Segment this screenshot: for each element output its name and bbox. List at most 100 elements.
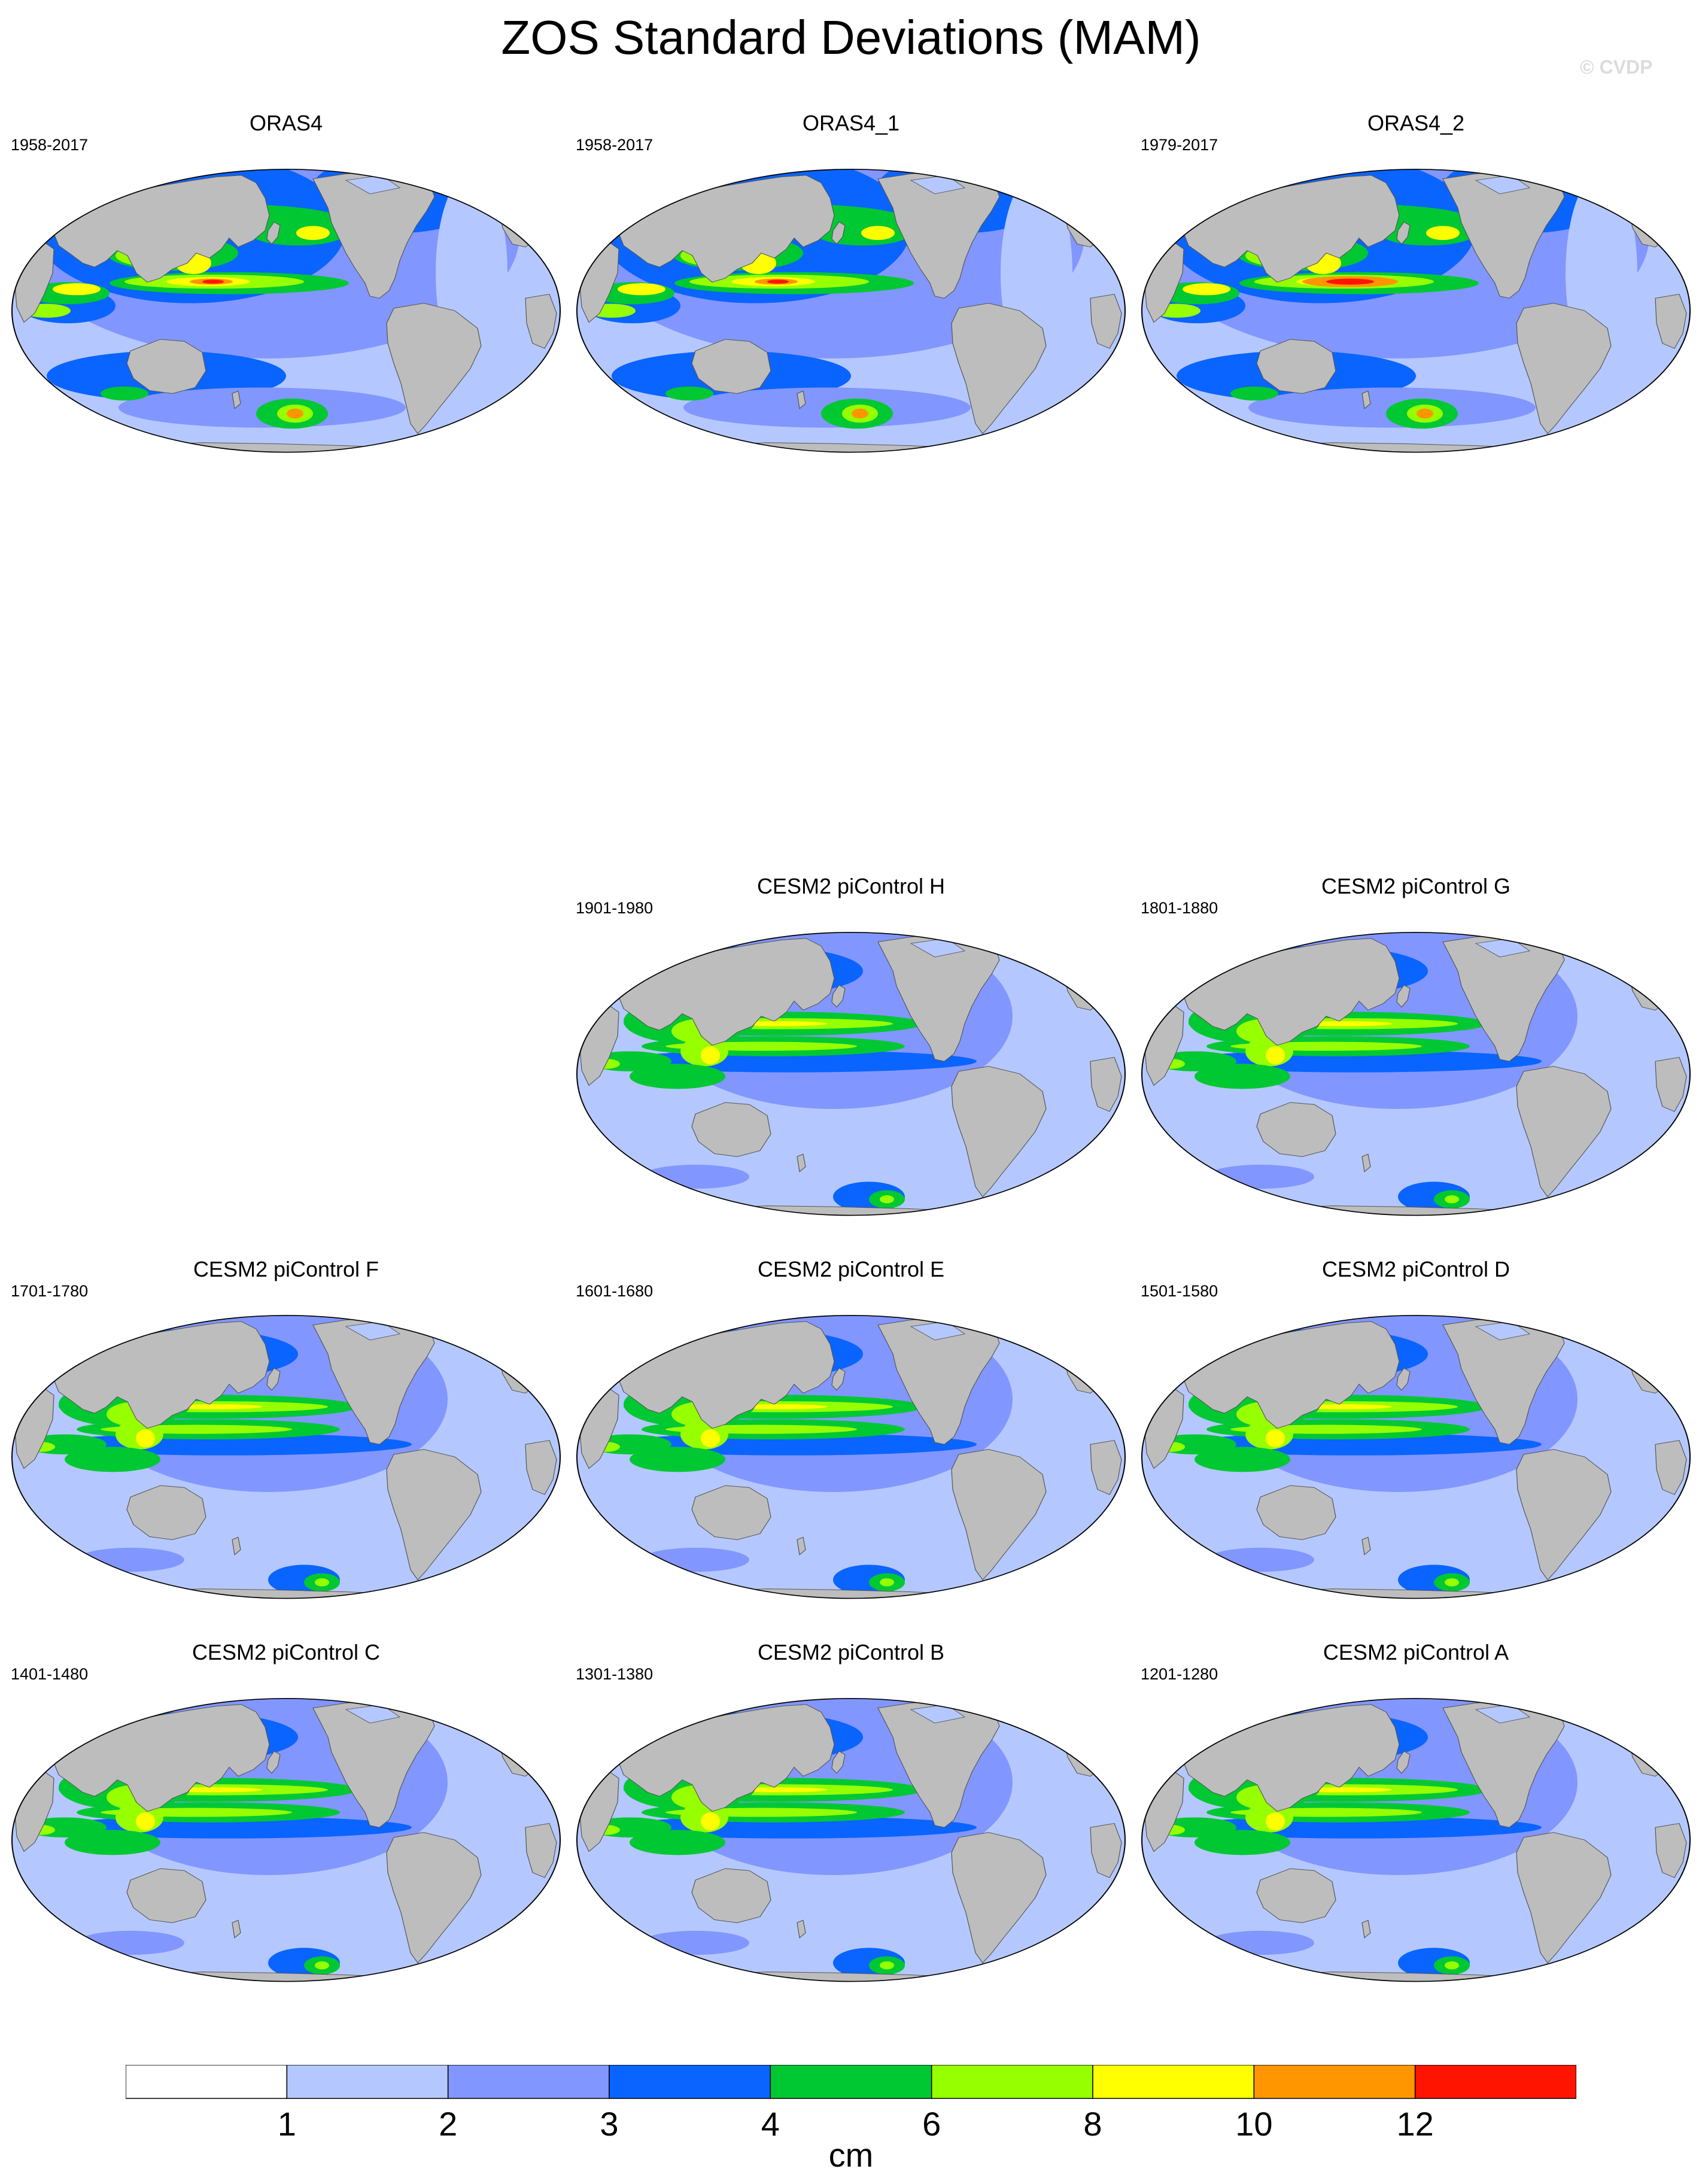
map-outline: [1141, 931, 1691, 1216]
sd-contour-level-2: [577, 1698, 743, 1705]
south-america-landmass: [1516, 1449, 1612, 1581]
sd-contour-level-4: [1195, 1447, 1290, 1472]
sd-contour-level-2: [642, 1930, 749, 1955]
arctic-islands: [1475, 175, 1531, 195]
panel-title: ORAS4: [249, 111, 323, 135]
panel-title: CESM2 piControl H: [756, 874, 946, 898]
panel-title: ORAS4_2: [1367, 111, 1465, 135]
antarctica-landmass: [634, 442, 1055, 452]
south-america-landmass: [951, 1449, 1047, 1581]
europe-landmass: [1063, 173, 1122, 248]
map-outline: [576, 168, 1126, 453]
panel-title: CESM2 piControl B: [757, 1640, 945, 1664]
sd-contour-level-4: [1142, 169, 1308, 174]
japan-island: [1396, 1368, 1411, 1391]
sd-contour-level-6: [1266, 1812, 1285, 1831]
sd-contour-level-6: [701, 1046, 720, 1065]
sd-contour-level-6: [136, 1812, 155, 1831]
south-america-landmass: [386, 1449, 482, 1581]
new-zealand-island: [797, 390, 806, 409]
new-zealand-island: [797, 1153, 806, 1173]
sd-contour-level-4: [665, 386, 713, 401]
ice-shelf: [1344, 1986, 1416, 2000]
europe-landmass: [1628, 1319, 1687, 1394]
africa-east-landmass: [1655, 1822, 1687, 1878]
australia-landmass: [691, 339, 771, 394]
arctic-islands: [345, 175, 401, 195]
panel-period: 1501-1580: [1141, 1282, 1218, 1300]
panel-period: 1901-1980: [576, 899, 654, 917]
ice-shelf: [779, 1986, 851, 2000]
colorbar-swatch: [126, 2065, 288, 2099]
colorbar-tick-label: 10: [1235, 2105, 1272, 2143]
sd-contour-level-6: [136, 1429, 155, 1448]
africa-east-landmass: [525, 1822, 557, 1878]
europe-landmass: [1063, 1319, 1122, 1394]
europe-landmass: [498, 1702, 557, 1777]
africa-east-landmass: [1655, 1056, 1687, 1112]
japan-island: [831, 1751, 846, 1774]
panel-title: CESM2 piControl C: [192, 1640, 381, 1664]
antarctica-landmass: [69, 1588, 490, 1599]
sd-contour-level-2: [1206, 1164, 1314, 1189]
japan-island: [831, 1368, 846, 1391]
sd-contour-level-1: [1031, 1702, 1102, 1813]
antarctica-landmass: [1199, 442, 1620, 452]
sd-contour-level-2: [1206, 1930, 1314, 1955]
sd-contour-level-6: [1183, 283, 1230, 296]
south-america-landmass: [951, 1066, 1047, 1198]
world-map: [11, 1314, 561, 1617]
panel-title: ORAS4_1: [802, 111, 900, 135]
arctic-islands: [910, 1704, 966, 1724]
europe-landmass: [498, 1319, 557, 1394]
map-panel: CESM2 piControl H 1901-1980: [576, 871, 1126, 1242]
sd-contour-level-1: [1031, 935, 1102, 1047]
japan-island: [831, 985, 846, 1008]
panel-title: CESM2 piControl F: [193, 1257, 379, 1281]
australia-landmass: [126, 339, 206, 394]
sd-contour-level-2: [642, 1164, 749, 1189]
panel-period: 1958-2017: [11, 136, 89, 154]
south-america-landmass: [951, 1832, 1047, 1964]
australia-landmass: [1256, 339, 1336, 394]
sd-contour-level-5: [315, 1961, 329, 1970]
arctic-islands: [910, 938, 966, 958]
sd-contour-level-1: [1031, 1319, 1102, 1430]
world-map: [11, 168, 561, 453]
sd-contour-level-4: [101, 386, 148, 401]
colorbar-tick-label: 12: [1397, 2105, 1434, 2143]
sd-contour-level-2: [77, 1930, 184, 1955]
sd-contour-level-4: [12, 169, 178, 174]
world-map: [576, 1314, 1126, 1617]
sd-contour-level-2: [1142, 932, 1308, 939]
ice-shelf: [214, 1603, 286, 1617]
map-panel: CESM2 piControl F 1701-1780: [11, 1254, 561, 1625]
ice-shelf: [1344, 1220, 1416, 1234]
panel-period: 1401-1480: [11, 1665, 89, 1683]
map-panel: CESM2 piControl G 1801-1880: [1141, 871, 1691, 1242]
colorbar-swatch: [447, 2065, 610, 2099]
arctic-islands: [345, 1321, 401, 1341]
sd-contour-level-4: [65, 1447, 160, 1472]
sd-contour-level-6: [53, 283, 101, 296]
new-zealand-island: [797, 1536, 806, 1556]
antarctica-landmass: [1199, 1588, 1620, 1599]
panel-period: 1801-1880: [1141, 899, 1218, 917]
sd-contour-level-4: [630, 1447, 725, 1472]
japan-island: [1396, 985, 1411, 1008]
europe-landmass: [1628, 936, 1687, 1011]
new-zealand-island: [1361, 390, 1371, 409]
sd-contour-level-1: [466, 1319, 537, 1430]
antarctica-landmass: [1199, 1205, 1620, 1216]
sd-contour-level-8: [202, 280, 224, 284]
colorbar-unit-label: cm: [828, 2136, 874, 2174]
panel-title: CESM2 piControl A: [1323, 1640, 1509, 1664]
japan-island: [1396, 221, 1411, 245]
map-panel: CESM2 piControl A 1201-1280: [1141, 1637, 1691, 2008]
sd-contour-level-1: [1595, 935, 1667, 1047]
ice-shelf: [779, 1603, 851, 1617]
japan-island: [266, 1751, 281, 1774]
africa-east-landmass: [1655, 1439, 1687, 1495]
europe-landmass: [498, 173, 557, 248]
new-zealand-island: [232, 390, 241, 409]
